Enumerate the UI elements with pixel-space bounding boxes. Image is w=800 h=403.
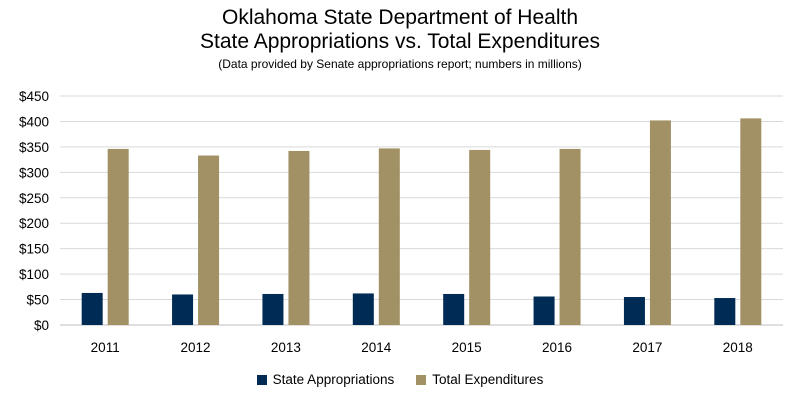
title-block: Oklahoma State Department of Health Stat… bbox=[0, 6, 800, 72]
bar-total-expenditures bbox=[559, 148, 581, 325]
x-tick-label: 2013 bbox=[271, 340, 301, 355]
y-tick-label: $0 bbox=[34, 318, 49, 333]
legend-label-state-appropriations: State Appropriations bbox=[272, 372, 395, 387]
y-tick-label: $150 bbox=[19, 242, 49, 257]
bar-state-appropriations bbox=[262, 293, 284, 325]
bar-state-appropriations bbox=[172, 294, 194, 325]
bar-state-appropriations bbox=[623, 297, 645, 325]
y-tick-label: $200 bbox=[19, 216, 49, 231]
legend-swatch-total-expenditures bbox=[416, 374, 427, 385]
legend: State Appropriations Total Expenditures bbox=[0, 372, 800, 387]
bar-total-expenditures bbox=[649, 120, 671, 325]
bar-total-expenditures bbox=[469, 149, 491, 325]
x-tick-label: 2018 bbox=[723, 340, 753, 355]
bar-total-expenditures bbox=[378, 148, 400, 325]
x-tick-label: 2017 bbox=[632, 340, 662, 355]
legend-item-state-appropriations: State Appropriations bbox=[256, 372, 395, 387]
x-tick-label: 2014 bbox=[361, 340, 392, 355]
bar-total-expenditures bbox=[288, 150, 310, 325]
x-tick-label: 2015 bbox=[452, 340, 482, 355]
y-tick-label: $100 bbox=[19, 267, 49, 282]
x-tick-label: 2011 bbox=[91, 340, 120, 355]
bar-state-appropriations bbox=[352, 293, 374, 325]
legend-label-total-expenditures: Total Expenditures bbox=[432, 372, 544, 387]
y-tick-label: $450 bbox=[19, 89, 49, 104]
y-tick-label: $50 bbox=[26, 293, 49, 308]
chart-title: Oklahoma State Department of Health bbox=[221, 6, 578, 29]
bar-state-appropriations bbox=[533, 296, 555, 325]
legend-item-total-expenditures: Total Expenditures bbox=[416, 372, 543, 387]
chart-subtitle: State Appropriations vs. Total Expenditu… bbox=[199, 30, 600, 53]
y-tick-label: $250 bbox=[19, 191, 49, 206]
bar-total-expenditures bbox=[740, 118, 762, 325]
y-tick-label: $300 bbox=[19, 165, 49, 180]
y-tick-label: $350 bbox=[19, 140, 49, 155]
bar-total-expenditures bbox=[198, 155, 220, 325]
chart-note: (Data provided by Senate appropriations … bbox=[218, 57, 582, 71]
x-tick-label: 2016 bbox=[542, 340, 572, 355]
y-tick-label: $400 bbox=[19, 114, 49, 129]
bar-state-appropriations bbox=[81, 292, 103, 325]
bar-state-appropriations bbox=[443, 293, 465, 325]
bar-state-appropriations bbox=[714, 298, 736, 325]
legend-swatch-state-appropriations bbox=[256, 374, 267, 385]
bar-total-expenditures bbox=[107, 148, 129, 325]
x-tick-label: 2012 bbox=[181, 340, 211, 355]
